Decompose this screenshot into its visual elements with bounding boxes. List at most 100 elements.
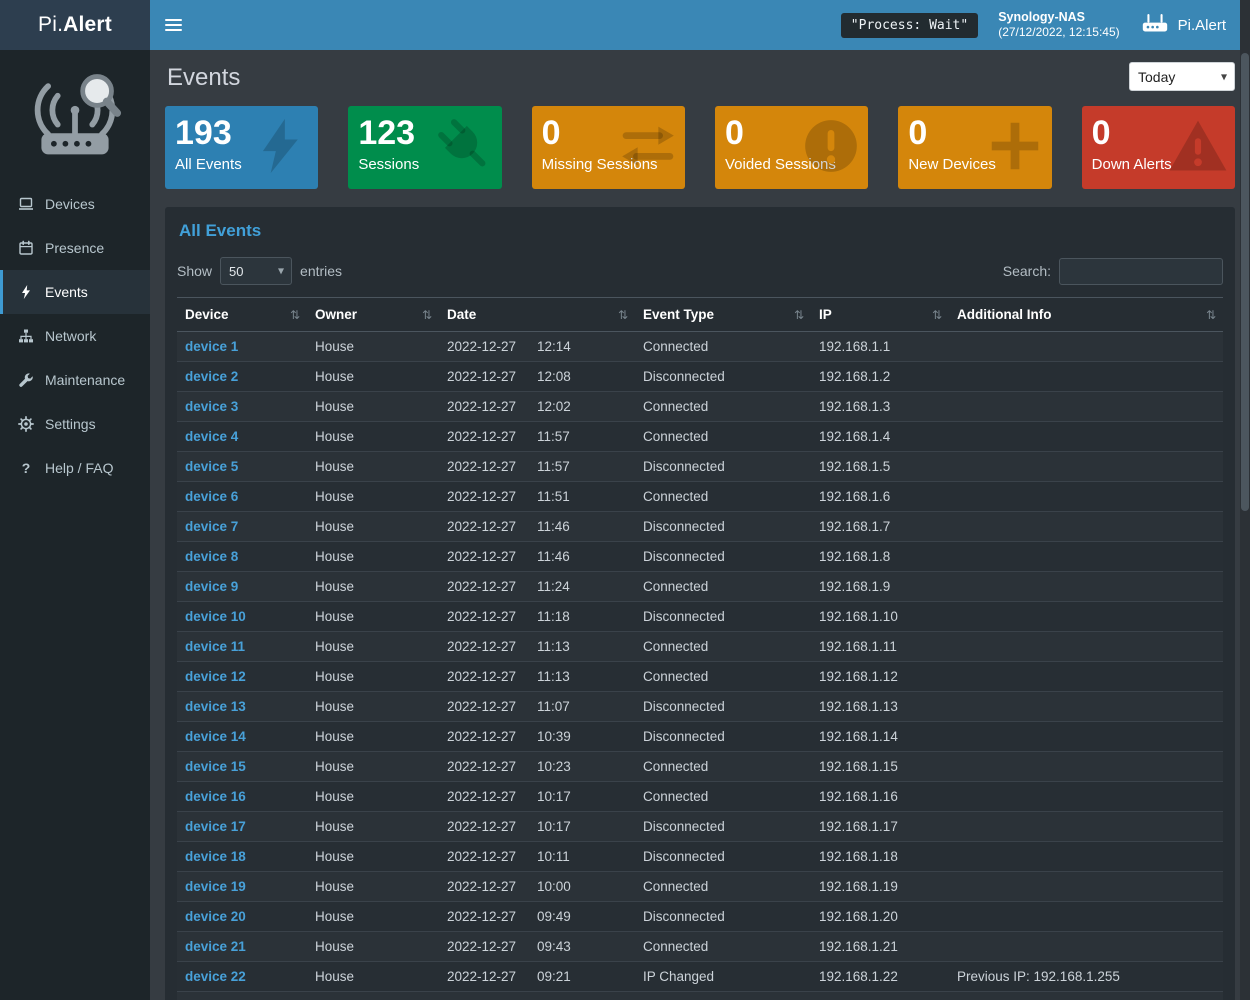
owner-cell: House <box>307 991 439 1000</box>
sidebar-item-presence[interactable]: Presence <box>0 226 150 270</box>
owner-cell: House <box>307 601 439 632</box>
stat-value: 123 <box>358 114 416 152</box>
stat-card-all-events[interactable]: 193 All Events <box>165 106 319 189</box>
stat-card-down-alerts[interactable]: 0 Down Alerts <box>1081 106 1235 189</box>
ip-cell: 192.168.1.1 <box>819 339 891 354</box>
device-link[interactable]: device 14 <box>185 729 246 744</box>
device-link[interactable]: device 13 <box>185 699 246 714</box>
column-header-ip[interactable]: IP ⇅ <box>811 297 949 332</box>
pialert-radar-icon <box>34 74 122 155</box>
stat-cards: 193 All Events 123 Sessions 0 Missing Se… <box>165 106 1235 189</box>
owner-cell: House <box>307 571 439 602</box>
event-type-cell: IP Changed <box>635 991 811 1000</box>
column-header-date[interactable]: Date ⇅ <box>439 297 635 332</box>
event-type-cell: Connected <box>635 781 811 812</box>
device-link[interactable]: device 20 <box>185 909 246 924</box>
device-link[interactable]: device 17 <box>185 819 246 834</box>
event-type-cell: Connected <box>635 661 811 692</box>
stat-card-voided-sessions[interactable]: 0 Voided Sessions <box>714 106 869 189</box>
event-type-cell: Connected <box>635 571 811 602</box>
sidebar-item-settings[interactable]: Settings <box>0 402 150 446</box>
device-link[interactable]: device 8 <box>185 549 239 564</box>
vertical-scrollbar <box>1240 0 1250 1000</box>
sidebar-item-label: Help / FAQ <box>45 460 114 476</box>
ip-cell: 192.168.1.20 <box>811 901 949 932</box>
device-link[interactable]: device 3 <box>185 399 239 414</box>
sidebar-item-devices[interactable]: Devices <box>0 182 150 226</box>
date-cell: 2022-12-27 12:08 <box>439 361 635 392</box>
events-table-body: device 1 House 2022-12-27 12:14 Connected 192… <box>177 331 1223 1000</box>
event-type-cell: Disconnected <box>635 901 811 932</box>
device-link[interactable]: device 4 <box>185 429 239 444</box>
device-link[interactable]: device 9 <box>185 579 239 594</box>
bolt-icon <box>17 284 35 300</box>
device-link[interactable]: device 15 <box>185 759 246 774</box>
device-link[interactable]: device 22 <box>185 969 246 984</box>
column-header-event-type[interactable]: Event Type ⇅ <box>635 297 811 332</box>
stat-value: 0 <box>541 114 561 152</box>
device-cell: device 12 <box>177 661 307 692</box>
device-cell: device 2 <box>177 361 307 392</box>
device-link[interactable]: device 7 <box>185 519 239 534</box>
device-cell: device 21 <box>177 931 307 962</box>
date-cell: 2022-12-27 09:21 <box>439 961 635 992</box>
date-cell: 2022-12-27 11:18 <box>439 601 635 632</box>
stat-card-missing-sessions[interactable]: 0 Missing Sessions <box>531 106 685 189</box>
owner-cell: House <box>307 631 439 662</box>
question-icon: ? <box>21 460 31 476</box>
device-cell: device 15 <box>177 751 307 782</box>
ip-cell: 192.168.1.4 <box>811 421 949 452</box>
brand-logo: Pi. Alert <box>0 0 150 50</box>
entries-select[interactable]: 50 <box>220 257 293 285</box>
owner-cell: House <box>307 421 439 452</box>
sidebar-item-label: Devices <box>45 196 95 212</box>
device-link[interactable]: device 1 <box>185 339 239 354</box>
app-logo <box>0 50 150 182</box>
column-header-owner[interactable]: Owner ⇅ <box>307 297 439 332</box>
owner-cell: House <box>307 901 439 932</box>
device-link[interactable]: device 12 <box>185 669 246 684</box>
ip-cell: 192.168.1.7 <box>811 511 949 542</box>
date-cell: 2022-12-27 11:24 <box>439 571 635 602</box>
owner-cell: House <box>307 391 439 422</box>
table-row: device 1 House 2022-12-27 12:14 Connected 192… <box>177 331 1223 362</box>
device-link[interactable]: device 21 <box>185 939 246 954</box>
additional-info-cell <box>949 421 1223 452</box>
column-header-additional-info[interactable]: Additional Info ⇅ <box>949 297 1223 332</box>
stat-card-sessions[interactable]: 123 Sessions <box>348 106 502 189</box>
date-cell: 2022-12-27 11:46 <box>439 511 635 542</box>
scrollbar-thumb[interactable] <box>1241 53 1249 511</box>
date-cell: 2022-12-27 10:00 <box>439 871 635 902</box>
date-cell: 2022-12-27 10:39 <box>439 721 635 752</box>
device-link[interactable]: device 5 <box>185 459 239 474</box>
device-cell: device 16 <box>177 781 307 812</box>
column-header-device[interactable]: Device ⇅ <box>177 297 307 332</box>
device-cell: device 19 <box>177 871 307 902</box>
additional-info-cell <box>949 691 1223 722</box>
plus-icon <box>984 115 1046 177</box>
event-type-cell: Disconnected <box>635 721 811 752</box>
table-controls: Show 50 entries Search: <box>177 257 1223 285</box>
sidebar-item-help[interactable]: ? Help / FAQ <box>0 446 150 490</box>
table-row: device 4 House 2022-12-27 11:57 Connected 192… <box>177 421 1223 452</box>
device-link[interactable]: device 18 <box>185 849 246 864</box>
device-link[interactable]: device 6 <box>185 489 239 504</box>
events-panel: All Events Show 50 entries Search: Devic… <box>165 207 1235 1000</box>
device-link[interactable]: device 16 <box>185 789 246 804</box>
sidebar-item-events[interactable]: Events <box>0 270 150 314</box>
device-link[interactable]: device 2 <box>185 369 239 384</box>
device-link[interactable]: device 19 <box>185 879 246 894</box>
brand-text-bold: Alert <box>63 13 112 36</box>
search-input[interactable] <box>1059 257 1223 285</box>
additional-info-cell <box>949 571 1223 602</box>
sidebar-item-network[interactable]: Network <box>0 314 150 358</box>
ip-cell: 192.168.1.3 <box>811 391 949 422</box>
device-link[interactable]: device 10 <box>185 609 246 624</box>
sidebar-item-maintenance[interactable]: Maintenance <box>0 358 150 402</box>
sidebar-toggle-icon[interactable] <box>165 8 199 42</box>
stat-card-new-devices[interactable]: 0 New Devices <box>898 106 1052 189</box>
period-select[interactable]: Today <box>1129 62 1235 91</box>
table-row: device 22 House 2022-12-27 09:21 IP Changed 1… <box>177 961 1223 992</box>
network-icon <box>17 328 35 344</box>
device-link[interactable]: device 11 <box>185 639 246 654</box>
